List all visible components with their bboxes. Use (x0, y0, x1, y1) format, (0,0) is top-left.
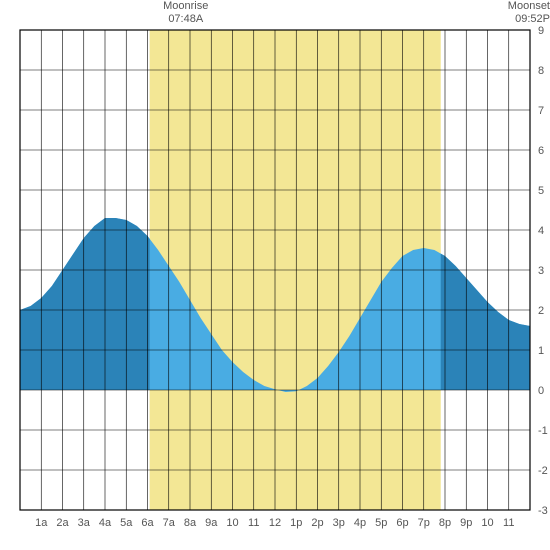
y-tick-label: 7 (538, 105, 544, 117)
y-tick-label: -2 (538, 465, 548, 477)
y-tick-label: 6 (538, 145, 544, 157)
y-tick-label: 9 (538, 25, 544, 37)
x-tick-label: 5a (120, 517, 133, 529)
chart-svg: -3-2-101234567891a2a3a4a5a6a7a8a9a101112… (0, 0, 550, 550)
moonset-time: 09:52P (515, 13, 550, 25)
x-tick-label: 6p (396, 517, 408, 529)
x-tick-label: 8p (439, 517, 451, 529)
x-tick-label: 7p (418, 517, 430, 529)
y-tick-label: 4 (538, 225, 544, 237)
x-tick-label: 9p (460, 517, 472, 529)
x-tick-label: 10 (226, 517, 238, 529)
moonset-title: Moonset (508, 0, 550, 12)
moonset-label: Moonset 09:52P (508, 0, 550, 26)
x-tick-label: 2a (56, 517, 69, 529)
x-tick-label: 1a (35, 517, 48, 529)
x-tick-label: 4a (99, 517, 112, 529)
x-tick-label: 4p (354, 517, 366, 529)
x-tick-label: 5p (375, 517, 387, 529)
y-tick-label: 2 (538, 305, 544, 317)
moonrise-label: Moonrise 07:48A (156, 0, 216, 26)
y-tick-label: -3 (538, 505, 548, 517)
y-tick-label: 0 (538, 385, 544, 397)
y-tick-label: 1 (538, 345, 544, 357)
x-tick-label: 11 (503, 517, 514, 529)
gridlines (20, 30, 530, 510)
moonrise-title: Moonrise (163, 0, 208, 12)
y-tick-label: 5 (538, 185, 544, 197)
moonrise-time: 07:48A (168, 13, 203, 25)
x-tick-label: 3p (333, 517, 345, 529)
tide-chart: Moonrise 07:48A Moonset 09:52P -3-2-1012… (0, 0, 550, 550)
y-tick-label: 3 (538, 265, 544, 277)
x-tick-label: 7a (163, 517, 176, 529)
x-tick-label: 2p (311, 517, 323, 529)
x-tick-label: 11 (248, 517, 259, 529)
x-tick-label: 6a (141, 517, 154, 529)
x-tick-label: 1p (290, 517, 302, 529)
x-tick-label: 12 (269, 517, 281, 529)
x-tick-label: 9a (205, 517, 218, 529)
x-tick-label: 3a (78, 517, 91, 529)
y-tick-label: -1 (538, 425, 548, 437)
y-tick-label: 8 (538, 65, 544, 77)
x-tick-label: 8a (184, 517, 197, 529)
x-tick-label: 10 (481, 517, 493, 529)
